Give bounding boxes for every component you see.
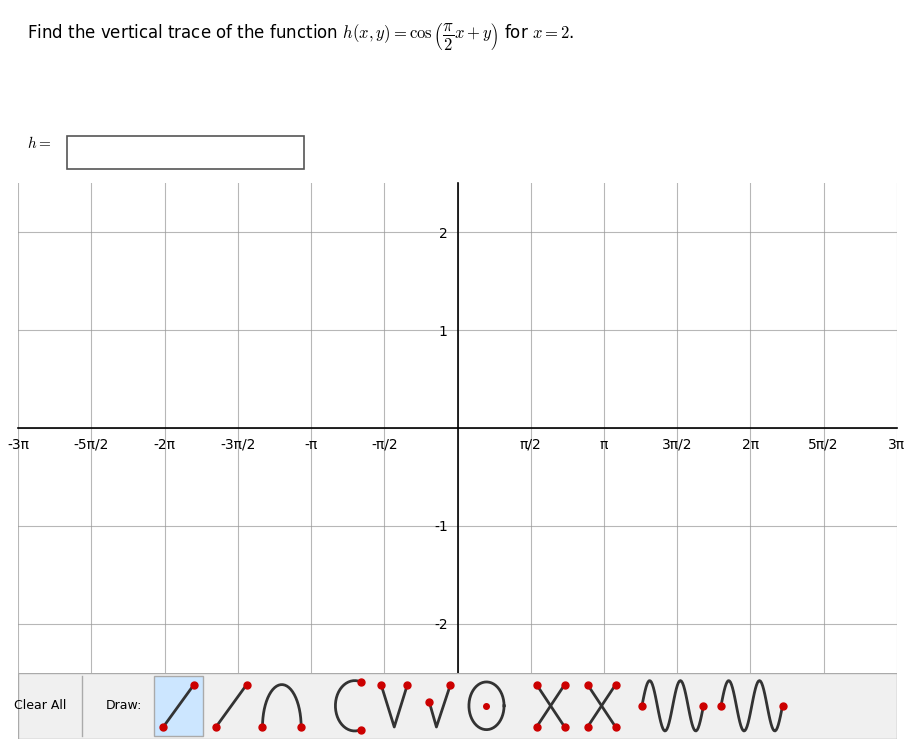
Text: Find the vertical trace of the function $h(x, y) = \cos\left(\dfrac{\pi}{2}x + y: Find the vertical trace of the function … <box>27 20 575 52</box>
FancyBboxPatch shape <box>18 673 897 739</box>
FancyBboxPatch shape <box>155 676 203 736</box>
Text: $h = $: $h = $ <box>27 135 51 151</box>
Text: The plane below represents the plane parallel to the $zy$-plane where $x = 2$. A: The plane below represents the plane par… <box>27 203 801 222</box>
FancyBboxPatch shape <box>67 136 304 170</box>
Text: Clear All: Clear All <box>14 699 67 713</box>
Text: the $z$-axis.: the $z$-axis. <box>27 242 105 258</box>
Text: Draw:: Draw: <box>106 699 143 713</box>
